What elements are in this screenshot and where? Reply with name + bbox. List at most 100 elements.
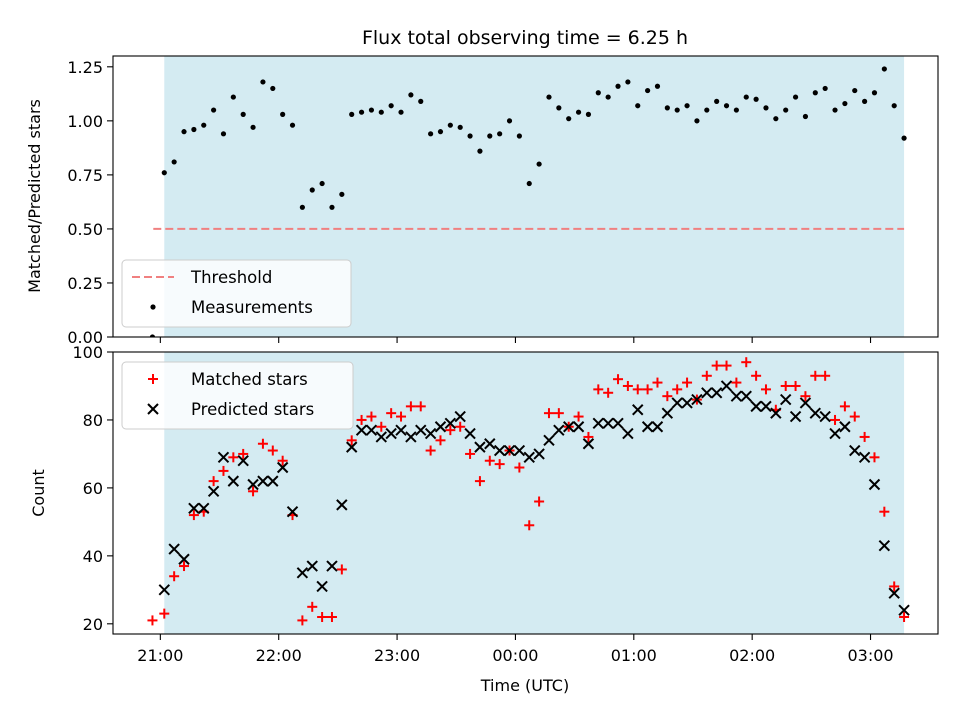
predicted-point bbox=[641, 421, 654, 433]
predicted-point bbox=[819, 410, 831, 423]
measurement-point bbox=[457, 124, 463, 130]
measurement-point bbox=[201, 122, 207, 128]
matched-point bbox=[780, 380, 791, 391]
predicted-point bbox=[878, 539, 891, 552]
matched-point bbox=[188, 510, 199, 521]
matched-point bbox=[682, 377, 693, 388]
measurement-point bbox=[881, 66, 887, 72]
measurement-point bbox=[447, 122, 453, 128]
legend-predicted-label: Predicted stars bbox=[191, 400, 314, 419]
measurement-point bbox=[595, 90, 601, 96]
matched-point bbox=[257, 438, 268, 449]
matched-point bbox=[859, 431, 870, 442]
measurement-point bbox=[299, 204, 305, 210]
measurement-point bbox=[891, 103, 897, 109]
measurement-point bbox=[319, 180, 325, 187]
matched-point bbox=[543, 408, 554, 419]
predicted-point bbox=[898, 604, 910, 616]
matched-point bbox=[218, 465, 229, 476]
predicted-point bbox=[750, 400, 762, 413]
matched-point bbox=[879, 506, 890, 517]
measurement-point bbox=[339, 191, 345, 197]
predicted-point bbox=[710, 387, 723, 399]
predicted-point bbox=[444, 417, 457, 430]
measurement-point bbox=[743, 94, 749, 100]
predicted-point bbox=[681, 397, 693, 409]
matched-point bbox=[445, 425, 456, 436]
matched-point bbox=[613, 374, 624, 385]
predicted-point bbox=[395, 424, 407, 436]
matched-point bbox=[849, 411, 860, 422]
measurement-point bbox=[605, 94, 611, 100]
matched-point bbox=[455, 421, 466, 432]
chart-title: Flux total observing time = 6.25 h bbox=[362, 27, 688, 49]
measurement-point bbox=[704, 107, 710, 113]
measurement-point bbox=[368, 107, 375, 113]
predicted-point bbox=[326, 560, 338, 572]
predicted-point bbox=[385, 427, 397, 440]
measurement-point bbox=[526, 180, 532, 187]
predicted-point bbox=[582, 438, 595, 450]
predicted-point bbox=[237, 455, 249, 467]
predicted-point bbox=[217, 451, 230, 464]
measurement-point bbox=[852, 87, 858, 94]
measurement-point bbox=[149, 334, 156, 337]
matched-point bbox=[573, 411, 584, 422]
predicted-point bbox=[632, 404, 644, 416]
matched-point bbox=[169, 571, 180, 582]
top-legend: Threshold Measurements bbox=[121, 259, 352, 328]
matched-point bbox=[790, 380, 801, 391]
predicted-point bbox=[257, 475, 269, 487]
predicted-point bbox=[207, 485, 220, 498]
measurement-point bbox=[260, 79, 266, 85]
matched-point bbox=[622, 380, 633, 391]
measurement-point bbox=[645, 87, 651, 94]
matched-point bbox=[326, 612, 337, 623]
predicted-point bbox=[592, 417, 605, 430]
predicted-point bbox=[227, 475, 240, 487]
bottom-plot-area bbox=[147, 357, 910, 626]
legend-threshold-label: Threshold bbox=[190, 268, 272, 287]
predicted-point bbox=[779, 393, 792, 406]
matched-point bbox=[820, 370, 831, 381]
predicted-point bbox=[789, 410, 802, 423]
measurement-point bbox=[191, 126, 197, 133]
measurement-point bbox=[289, 122, 296, 128]
matched-point bbox=[465, 448, 476, 459]
predicted-point bbox=[868, 478, 881, 491]
measurement-point bbox=[536, 161, 542, 167]
measurement-point bbox=[408, 92, 414, 98]
legend-matched-label: Matched stars bbox=[191, 370, 308, 389]
measurement-point bbox=[349, 111, 355, 117]
measurement-point bbox=[280, 111, 286, 117]
matched-point bbox=[494, 459, 505, 470]
predicted-point bbox=[799, 397, 812, 409]
predicted-point bbox=[888, 587, 900, 599]
x-tick-label: 02:00 bbox=[729, 646, 775, 665]
predicted-point bbox=[276, 461, 289, 474]
measurement-point bbox=[871, 90, 878, 96]
measurement-point bbox=[694, 118, 700, 124]
measurement-point bbox=[358, 109, 365, 115]
matched-point bbox=[376, 421, 387, 432]
top-y-tick-label: 0.25 bbox=[67, 274, 103, 293]
matched-point bbox=[159, 608, 170, 619]
x-tick-label: 22:00 bbox=[256, 646, 302, 665]
matched-point bbox=[228, 452, 239, 463]
matched-point bbox=[662, 391, 673, 402]
predicted-point bbox=[740, 390, 752, 402]
predicted-point bbox=[513, 444, 526, 457]
top-y-tick-label: 0.50 bbox=[67, 220, 103, 239]
matched-point bbox=[553, 408, 564, 419]
measurement-point bbox=[842, 100, 848, 107]
matched-point bbox=[484, 455, 495, 466]
measurement-point bbox=[792, 94, 799, 100]
matched-point bbox=[711, 360, 722, 371]
legend-measurements-label: Measurements bbox=[191, 298, 313, 317]
x-tick-label: 21:00 bbox=[137, 646, 183, 665]
matched-point bbox=[672, 384, 683, 395]
predicted-point bbox=[464, 427, 476, 440]
predicted-point bbox=[178, 553, 190, 565]
matched-point bbox=[405, 401, 416, 412]
